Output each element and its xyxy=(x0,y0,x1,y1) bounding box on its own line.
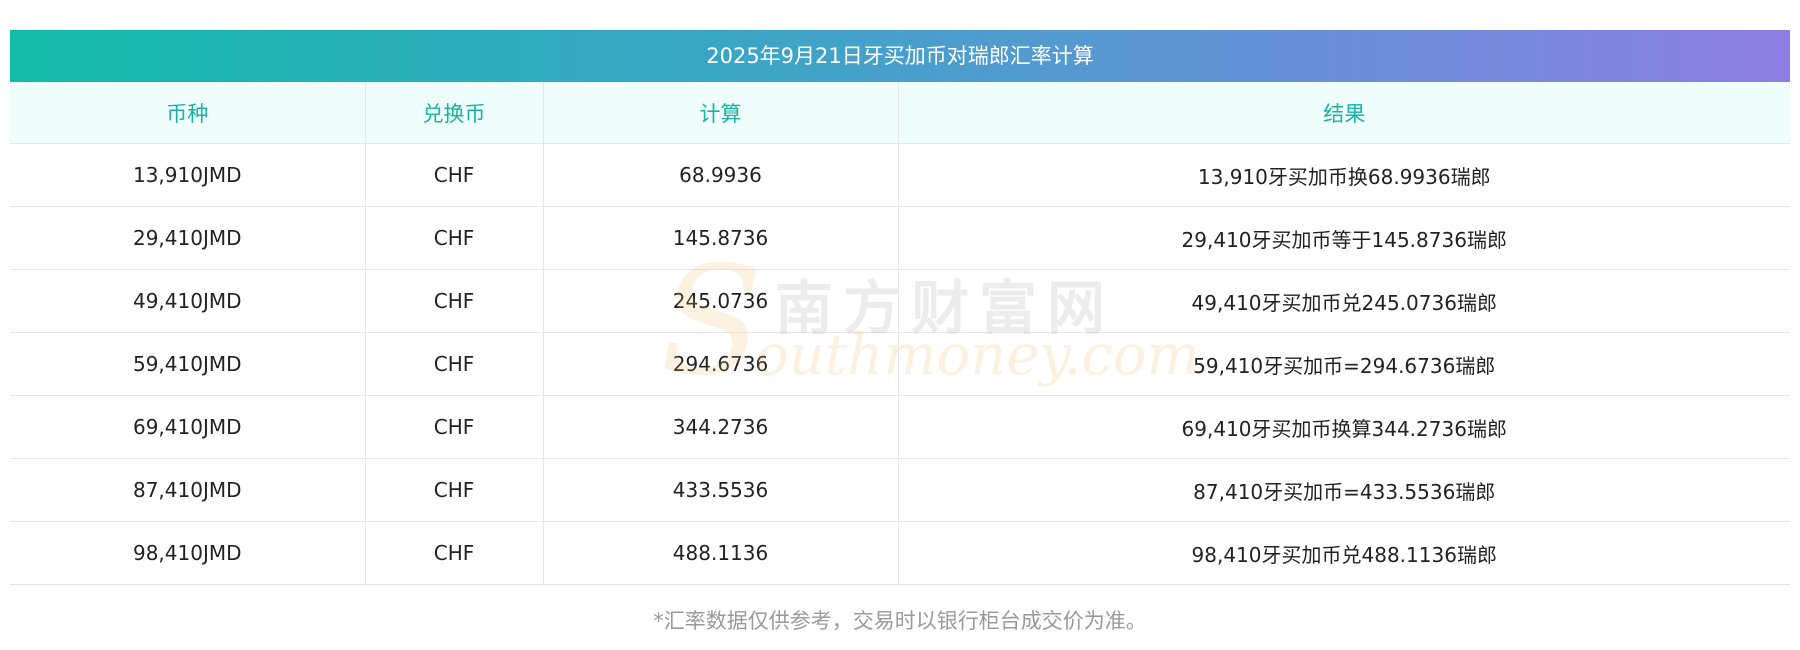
table-row: 59,410JMD CHF 294.6736 59,410牙买加币=294.67… xyxy=(10,332,1790,396)
table-row: 98,410JMD CHF 488.1136 98,410牙买加币兑488.11… xyxy=(10,521,1790,585)
table-row: 69,410JMD CHF 344.2736 69,410牙买加币换算344.2… xyxy=(10,395,1790,459)
disclaimer-note: *汇率数据仅供参考，交易时以银行柜台成交价为准。 xyxy=(653,609,1147,633)
table-row: 13,910JMD CHF 68.9936 13,910牙买加币换68.9936… xyxy=(10,143,1790,207)
exchange-rate-table: 币种 兑换币 计算 结果 13,910JMD CHF 68.9936 13,91… xyxy=(10,82,1790,585)
header-target-currency: 兑换币 xyxy=(364,82,544,144)
header-result: 结果 xyxy=(897,82,1790,144)
cell-calc: 488.1136 xyxy=(542,521,899,585)
cell-currency: 69,410JMD xyxy=(10,395,366,459)
cell-result: 29,410牙买加币等于145.8736瑞郎 xyxy=(897,206,1790,270)
table-row: 87,410JMD CHF 433.5536 87,410牙买加币=433.55… xyxy=(10,458,1790,522)
cell-target: CHF xyxy=(364,458,544,522)
table-title: 2025年9月21日牙买加币对瑞郎汇率计算 xyxy=(10,30,1790,82)
table-row: 29,410JMD CHF 145.8736 29,410牙买加币等于145.8… xyxy=(10,206,1790,270)
cell-calc: 245.0736 xyxy=(542,269,899,333)
cell-currency: 49,410JMD xyxy=(10,269,366,333)
header-calculation: 计算 xyxy=(542,82,899,144)
cell-result: 49,410牙买加币兑245.0736瑞郎 xyxy=(897,269,1790,333)
cell-calc: 344.2736 xyxy=(542,395,899,459)
cell-calc: 294.6736 xyxy=(542,332,899,396)
cell-calc: 433.5536 xyxy=(542,458,899,522)
cell-result: 13,910牙买加币换68.9936瑞郎 xyxy=(897,143,1790,207)
cell-result: 98,410牙买加币兑488.1136瑞郎 xyxy=(897,521,1790,585)
cell-currency: 98,410JMD xyxy=(10,521,366,585)
cell-currency: 13,910JMD xyxy=(10,143,366,207)
cell-result: 59,410牙买加币=294.6736瑞郎 xyxy=(897,332,1790,396)
cell-target: CHF xyxy=(364,143,544,207)
cell-target: CHF xyxy=(364,206,544,270)
cell-result: 87,410牙买加币=433.5536瑞郎 xyxy=(897,458,1790,522)
cell-target: CHF xyxy=(364,332,544,396)
cell-currency: 87,410JMD xyxy=(10,458,366,522)
header-currency: 币种 xyxy=(10,82,366,144)
cell-calc: 145.8736 xyxy=(542,206,899,270)
cell-calc: 68.9936 xyxy=(542,143,899,207)
cell-target: CHF xyxy=(364,269,544,333)
cell-currency: 59,410JMD xyxy=(10,332,366,396)
cell-target: CHF xyxy=(364,395,544,459)
cell-result: 69,410牙买加币换算344.2736瑞郎 xyxy=(897,395,1790,459)
rate-table-panel: 2025年9月21日牙买加币对瑞郎汇率计算 币种 兑换币 计算 结果 13,91… xyxy=(10,30,1790,635)
table-header-row: 币种 兑换币 计算 结果 xyxy=(10,82,1790,144)
cell-target: CHF xyxy=(364,521,544,585)
cell-currency: 29,410JMD xyxy=(10,206,366,270)
table-row: 49,410JMD CHF 245.0736 49,410牙买加币兑245.07… xyxy=(10,269,1790,333)
